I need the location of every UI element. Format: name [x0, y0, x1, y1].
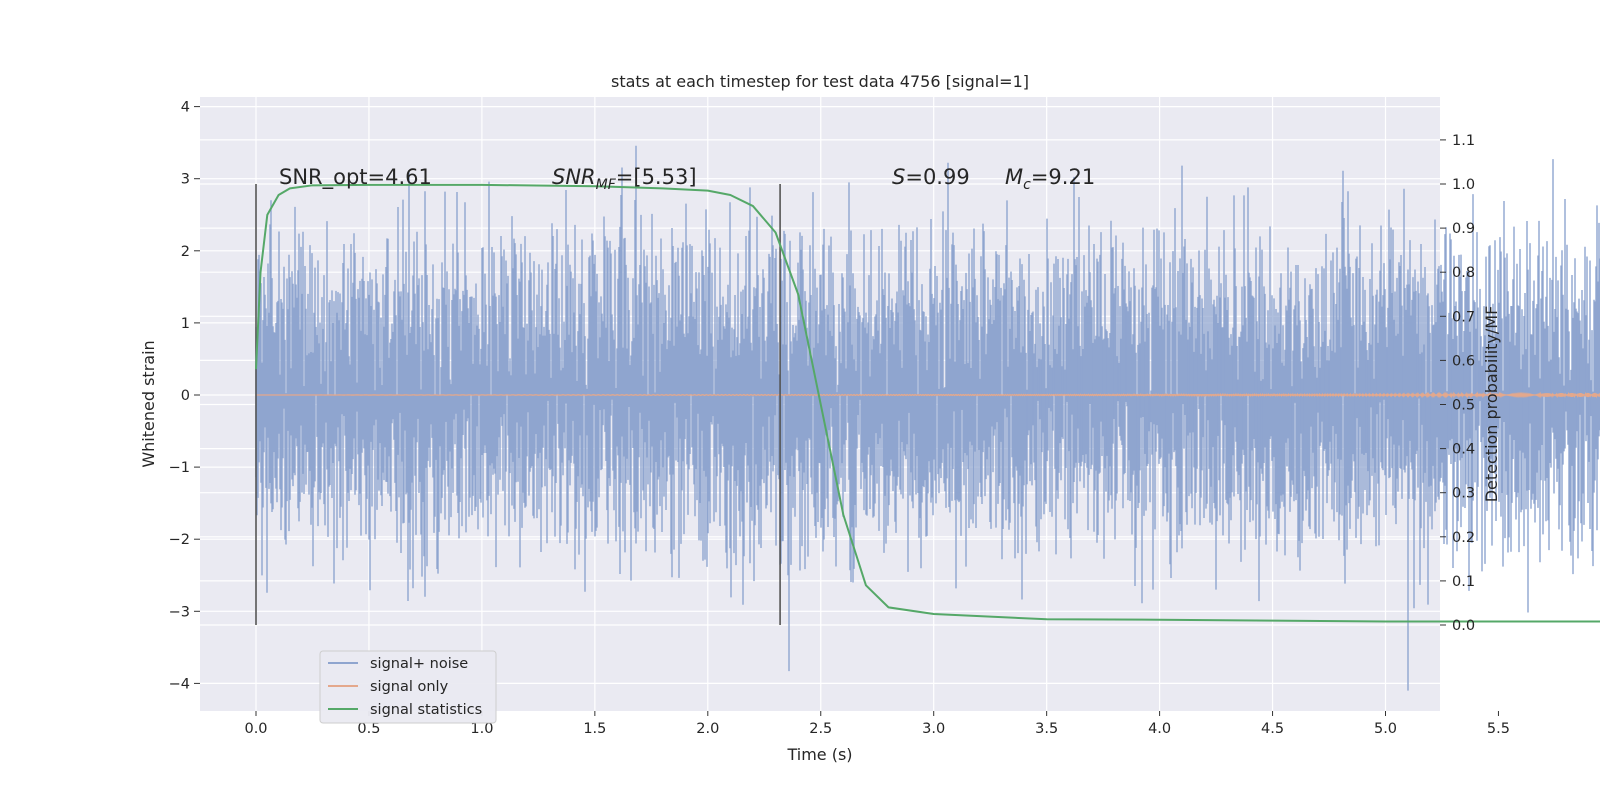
- left-tick-label: 4: [181, 100, 190, 116]
- right-tick-label: 0.2: [1452, 530, 1475, 546]
- right-tick-label: 0.7: [1452, 309, 1475, 325]
- right-tick-label: 0.9: [1452, 221, 1475, 237]
- x-tick-label: 3.5: [1035, 721, 1058, 737]
- mc-value: =9.21: [1031, 165, 1095, 189]
- left-tick-label: −2: [169, 532, 190, 548]
- left-tick-label: 0: [181, 388, 190, 404]
- x-tick-label: 5.5: [1487, 721, 1510, 737]
- x-tick-label: 1.5: [583, 721, 606, 737]
- annotation-snr-opt: SNR_opt=4.61: [279, 165, 432, 190]
- s-main: S: [892, 165, 905, 189]
- x-axis-ticks: 0.00.51.01.52.02.53.03.54.04.55.05.56.06…: [244, 711, 1600, 737]
- vertical-markers: [255, 184, 781, 625]
- series-signal-only: [256, 391, 1600, 399]
- legend-label-signal-noise: signal+ noise: [370, 656, 468, 672]
- right-tick-label: 0.8: [1452, 265, 1475, 281]
- right-tick-label: 0.3: [1452, 486, 1475, 502]
- left-axis-label: Whitened strain: [139, 340, 158, 467]
- legend-box: [319, 650, 497, 724]
- snr-mf-subscript: MF: [596, 177, 617, 193]
- left-tick-label: 1: [181, 316, 190, 332]
- series-signal-noise: [255, 145, 1600, 691]
- right-tick-label: 0.6: [1452, 353, 1475, 369]
- annotation-snr-mf: SNRMF=[5.53]: [552, 165, 697, 193]
- annotation-s: S=0.99: [892, 165, 970, 189]
- mc-main: M: [1005, 165, 1023, 189]
- left-axis-ticks: 4 3 2 1 0 −1 −2 −3 −4: [169, 100, 200, 692]
- snr-mf-value: =[5.53]: [616, 165, 697, 189]
- right-axis-label: Detection probability/MF: [1482, 306, 1501, 503]
- signal-statistics-line: [255, 183, 1600, 623]
- chart-title: stats at each timestep for test data 475…: [611, 72, 1029, 91]
- mc-subscript: c: [1023, 177, 1031, 193]
- left-tick-label: −1: [169, 460, 190, 476]
- x-axis-label: Time (s): [786, 745, 852, 764]
- right-tick-label: 0.0: [1452, 618, 1475, 634]
- signal-only-line: [256, 391, 1600, 399]
- x-tick-label: 0.0: [244, 721, 267, 737]
- legend: signal+ noise signal only signal statist…: [319, 650, 497, 724]
- x-tick-label: 2.0: [696, 721, 719, 737]
- left-tick-label: −3: [169, 604, 190, 620]
- right-tick-label: 0.1: [1452, 574, 1475, 590]
- x-tick-label: 1.0: [470, 721, 493, 737]
- series-signal-statistics: [255, 183, 1600, 623]
- x-tick-label: 5.0: [1374, 721, 1397, 737]
- x-tick-label: 4.0: [1148, 721, 1171, 737]
- left-tick-label: −4: [169, 676, 190, 692]
- legend-label-signal-only: signal only: [370, 679, 449, 695]
- right-tick-label: 1.0: [1452, 177, 1475, 193]
- legend-label-signal-statistics: signal statistics: [370, 702, 482, 718]
- right-axis-ticks: 1.1 1.0 0.9 0.8 0.7 0.6 0.5 0.4 0.3 0.2 0.1 0.0: [1440, 133, 1475, 634]
- left-tick-label: 2: [181, 244, 190, 260]
- left-tick-label: 3: [181, 172, 190, 188]
- s-value: =0.99: [905, 165, 969, 189]
- right-tick-label: 1.1: [1452, 133, 1475, 149]
- x-tick-label: 4.5: [1261, 721, 1284, 737]
- x-tick-label: 0.5: [357, 721, 380, 737]
- right-tick-label: 0.4: [1452, 442, 1475, 458]
- annotation-mc: Mc=9.21: [1005, 165, 1095, 193]
- x-tick-label: 2.5: [809, 721, 832, 737]
- right-tick-label: 0.5: [1452, 398, 1475, 414]
- x-tick-label: 3.0: [922, 721, 945, 737]
- snr-mf-main: SNR: [552, 165, 596, 189]
